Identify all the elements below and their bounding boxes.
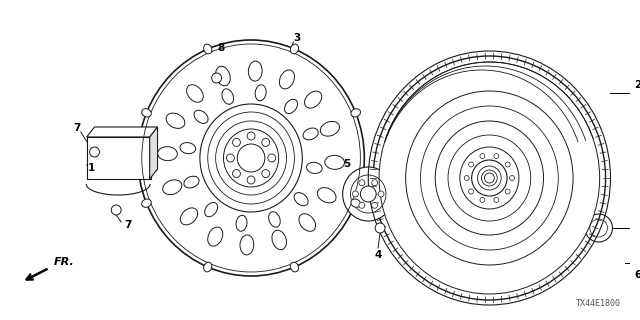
Ellipse shape [379,62,600,294]
Ellipse shape [294,193,308,206]
Ellipse shape [204,262,212,272]
Text: 5: 5 [343,159,350,169]
Ellipse shape [248,61,262,81]
Ellipse shape [216,66,230,86]
Ellipse shape [208,227,223,246]
Ellipse shape [372,202,378,208]
Ellipse shape [227,154,234,162]
Ellipse shape [204,44,212,54]
Text: 4: 4 [374,250,382,260]
Ellipse shape [505,189,510,194]
Ellipse shape [236,215,247,231]
Ellipse shape [255,85,266,101]
Ellipse shape [305,91,322,108]
Ellipse shape [477,166,501,190]
Text: 2: 2 [634,80,640,90]
Ellipse shape [205,203,218,217]
Ellipse shape [187,85,204,102]
FancyBboxPatch shape [86,137,150,179]
Ellipse shape [90,147,99,157]
Ellipse shape [180,143,196,154]
Ellipse shape [353,191,358,197]
Ellipse shape [285,99,298,114]
Ellipse shape [359,180,365,186]
Text: TX44E1800: TX44E1800 [575,299,620,308]
Ellipse shape [509,175,515,180]
Ellipse shape [223,129,278,187]
Ellipse shape [359,202,365,208]
Ellipse shape [321,121,339,136]
Text: 3: 3 [294,33,301,43]
Ellipse shape [268,154,276,162]
Ellipse shape [468,189,474,194]
Ellipse shape [464,175,469,180]
Ellipse shape [222,89,234,104]
Ellipse shape [247,176,255,184]
Ellipse shape [180,208,198,225]
Ellipse shape [240,235,254,255]
Ellipse shape [378,191,384,197]
Ellipse shape [484,173,494,183]
Ellipse shape [138,40,364,276]
Ellipse shape [299,214,316,231]
Ellipse shape [141,109,151,117]
Ellipse shape [494,154,499,159]
Ellipse shape [481,170,497,186]
Ellipse shape [505,162,510,167]
Text: 7: 7 [73,123,81,133]
Polygon shape [150,127,157,179]
Ellipse shape [360,186,376,202]
Ellipse shape [303,128,318,140]
Ellipse shape [237,144,265,172]
Ellipse shape [272,230,287,250]
Ellipse shape [166,113,185,128]
Ellipse shape [200,104,302,212]
Ellipse shape [163,180,182,195]
Ellipse shape [480,197,485,202]
Ellipse shape [247,132,255,140]
Ellipse shape [435,121,543,235]
Ellipse shape [262,139,269,147]
Ellipse shape [184,176,199,188]
Text: 6: 6 [634,270,640,280]
Ellipse shape [372,180,378,186]
Ellipse shape [212,73,221,83]
Text: 8: 8 [217,43,224,53]
Ellipse shape [468,162,474,167]
Ellipse shape [291,262,298,272]
Ellipse shape [141,199,151,207]
Ellipse shape [291,44,298,54]
Ellipse shape [307,162,322,173]
Polygon shape [86,127,157,137]
Ellipse shape [111,205,121,215]
Ellipse shape [460,147,519,209]
Ellipse shape [280,70,294,89]
Ellipse shape [317,188,336,203]
Ellipse shape [375,223,385,233]
Ellipse shape [480,154,485,159]
Text: FR.: FR. [54,257,75,267]
Ellipse shape [406,91,573,265]
Ellipse shape [373,56,605,300]
Ellipse shape [494,197,499,202]
Text: 1: 1 [88,163,95,173]
Ellipse shape [232,170,241,178]
Ellipse shape [351,199,360,207]
Ellipse shape [232,139,241,147]
Ellipse shape [472,160,507,196]
Text: 7: 7 [124,220,131,230]
Ellipse shape [262,170,269,178]
Ellipse shape [342,167,394,221]
Ellipse shape [269,212,280,227]
Ellipse shape [194,110,208,124]
Ellipse shape [157,147,177,161]
Ellipse shape [325,155,344,169]
Ellipse shape [351,109,360,117]
